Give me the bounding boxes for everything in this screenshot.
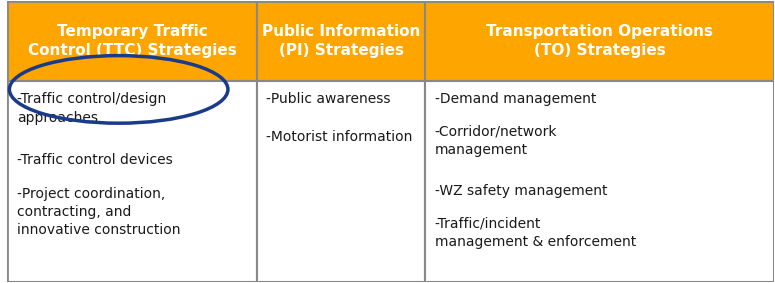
Text: -Traffic/incident
management & enforcement: -Traffic/incident management & enforceme… [435,216,636,248]
Text: -Motorist information: -Motorist information [266,130,412,144]
Text: -Project coordination,
contracting, and
innovative construction: -Project coordination, contracting, and … [17,186,180,237]
Text: Temporary Traffic
Control (TTC) Strategies: Temporary Traffic Control (TTC) Strategi… [28,24,236,58]
Bar [257,1,425,81]
Text: -Corridor/network
management: -Corridor/network management [435,125,557,157]
Text: -Public awareness: -Public awareness [266,92,391,106]
Text: -Traffic control/design
approaches: -Traffic control/design approaches [17,92,166,125]
Text: Transportation Operations
(TO) Strategies: Transportation Operations (TO) Strategie… [487,24,713,58]
Bar [257,81,425,282]
Text: -Demand management: -Demand management [435,92,596,106]
Bar [8,1,257,81]
Bar [425,81,774,282]
Bar [8,81,257,282]
Text: -WZ safety management: -WZ safety management [435,184,607,198]
Text: -Traffic control devices: -Traffic control devices [17,153,172,167]
Text: Public Information
(PI) Strategies: Public Information (PI) Strategies [262,24,420,58]
Bar [425,1,774,81]
